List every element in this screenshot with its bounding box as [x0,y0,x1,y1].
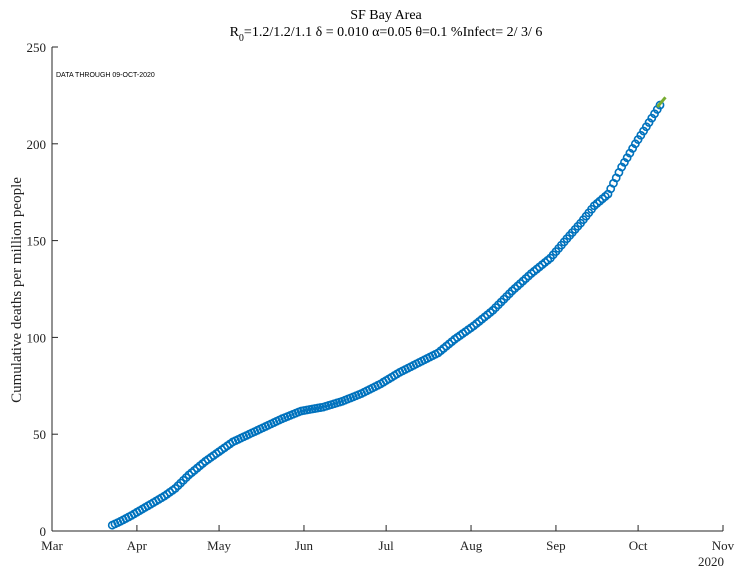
data-point-daily [294,407,303,417]
y-tick-label: 250 [27,40,47,55]
data-point-daily [504,289,514,299]
y-tick-label: 50 [33,427,46,442]
x-tick-label: Sep [546,538,566,553]
x-tick-label: Jun [295,538,314,553]
y-axis-label: Cumulative deaths per million people [9,177,25,403]
data-point-daily [466,323,476,333]
data-point-daily [335,397,344,407]
y-tick-label: 200 [27,137,47,152]
y-tick-label: 150 [27,234,47,249]
data-point-daily [524,271,533,281]
data-point-daily [614,168,624,177]
y-tick-label: 100 [27,330,47,345]
x-tick-label: Aug [460,538,483,553]
x-tick-label: Nov [712,538,735,553]
x-ticks: Mar Apr May Jun Jul Aug Sep Oct Nov [41,525,735,553]
x-tick-label: May [207,538,231,553]
data-point-daily [641,122,651,132]
x-tick-label: Jul [379,538,395,553]
data-point-daily [628,144,638,153]
data-point-daily [573,221,583,231]
data-point-daily [559,237,569,247]
data-point-daily [650,109,659,119]
data-point-daily [447,337,457,346]
subtitle-r-label: R [230,25,240,40]
data-point-daily [543,255,553,265]
x-tick-label: Oct [629,538,648,553]
data-point-daily [485,308,495,317]
data-point-daily [315,403,325,412]
series-layer [107,96,667,530]
data-point-daily [647,113,657,123]
data-point-daily [168,485,177,495]
year-label: 2020 [698,554,724,566]
projection-line [656,96,667,108]
x-tick-label: Apr [127,538,148,553]
data-through-annotation: DATA THROUGH 09-OCT-2020 [56,72,155,79]
x-tick-label: Mar [41,538,63,553]
axes [51,47,723,532]
y-ticks: 0 50 100 150 200 250 [27,40,58,539]
data-point-daily [181,473,191,482]
data-point-daily [600,192,610,201]
series-1 [656,96,667,108]
chart-title: SF Bay Area [350,8,422,23]
data-point-daily [198,459,208,468]
y-tick-label: 0 [40,524,47,539]
subtitle-r-subscript: 0 [239,33,244,44]
subtitle-parameters: =1.2/1.2/1.1 δ = 0.010 α=0.05 θ=0.1 %Inf… [244,25,542,40]
data-point-daily [587,204,596,214]
chart-subtitle: R0=1.2/1.2/1.1 δ = 0.010 α=0.05 θ=0.1 %I… [230,25,543,44]
